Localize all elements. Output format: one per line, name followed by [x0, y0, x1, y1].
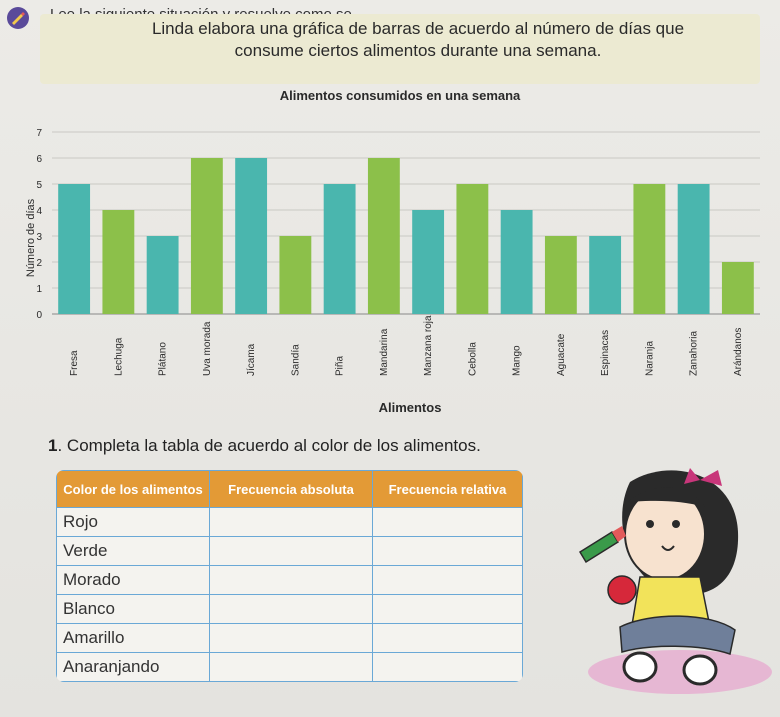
category-label: Fresa: [69, 350, 80, 376]
y-tick-label: 5: [36, 180, 42, 191]
bars: [58, 158, 754, 314]
y-tick-label: 3: [36, 232, 42, 243]
category-label: Jícama: [246, 343, 257, 376]
bar: [323, 184, 356, 314]
row-label: Rojo: [56, 507, 210, 537]
chart-title: Alimentos consumidos en una semana: [280, 88, 521, 103]
bar: [500, 210, 533, 314]
absolute-cell[interactable]: [209, 507, 373, 537]
frequency-table: Color de los alimentos Frecuencia absolu…: [56, 470, 523, 682]
question-1: 1. Completa la tabla de acuerdo al color…: [48, 436, 481, 455]
bar: [58, 184, 91, 314]
y-tick-label: 7: [36, 128, 42, 139]
relative-cell[interactable]: [372, 565, 523, 595]
table-row: Verde: [56, 536, 523, 566]
category-label: Naranja: [644, 341, 655, 376]
absolute-cell[interactable]: [209, 652, 373, 682]
bar-chart: Alimentos consumidos en una semana Númer…: [25, 88, 760, 415]
header-color: Color de los alimentos: [56, 470, 210, 508]
absolute-cell[interactable]: [209, 536, 373, 566]
y-tick-label: 0: [36, 310, 42, 321]
category-label: Arándanos: [733, 328, 744, 376]
relative-cell[interactable]: [372, 652, 523, 682]
category-label: Sandía: [290, 344, 301, 376]
category-label: Cebolla: [467, 342, 478, 376]
category-label: Mango: [512, 345, 523, 376]
category-label: Piña: [335, 356, 346, 376]
header-absolute-frequency: Frecuencia absoluta: [209, 470, 373, 508]
table-header-row: Color de los alimentos Frecuencia absolu…: [56, 470, 523, 508]
girl-illustration: [578, 468, 772, 694]
header-relative-frequency: Frecuencia relativa: [372, 470, 523, 508]
intro-box: [40, 14, 760, 84]
row-label: Blanco: [56, 594, 210, 624]
table-row: Rojo: [56, 507, 523, 537]
category-labels: Fresa Lechuga Plátano Uva morada Jícama Sandí…: [69, 315, 744, 376]
row-label: Verde: [56, 536, 210, 566]
bar: [544, 236, 577, 314]
question-text: Completa la tabla de acuerdo al color de…: [66, 436, 481, 455]
y-tick-label: 1: [36, 284, 42, 295]
relative-cell[interactable]: [372, 623, 523, 653]
bar: [367, 158, 400, 314]
category-label: Lechuga: [113, 337, 124, 376]
bar: [146, 236, 179, 314]
absolute-cell[interactable]: [209, 623, 373, 653]
y-ticks: 0 1 2 3 4 5 6 7: [36, 128, 42, 321]
bar: [102, 210, 135, 314]
bar: [235, 158, 268, 314]
bar: [721, 262, 754, 314]
y-axis-label: Número de días: [25, 198, 37, 277]
intro-text: Linda elabora una gráfica de barras de a…: [151, 19, 685, 60]
relative-cell[interactable]: [372, 507, 523, 537]
question-number: 1: [48, 436, 58, 455]
y-tick-label: 6: [36, 154, 42, 165]
absolute-cell[interactable]: [209, 594, 373, 624]
table-row: Morado: [56, 565, 523, 595]
x-axis-label: Alimentos: [379, 400, 442, 415]
bar: [190, 158, 223, 314]
y-tick-label: 4: [36, 206, 42, 217]
category-label: Manzana roja: [423, 315, 434, 376]
category-label: Uva morada: [202, 321, 213, 376]
row-label: Anaranjando: [56, 652, 210, 682]
relative-cell[interactable]: [372, 536, 523, 566]
category-label: Plátano: [158, 342, 169, 376]
bar: [456, 184, 489, 314]
bar: [412, 210, 445, 314]
pencil-icon: [7, 7, 29, 29]
category-label: Zanahoria: [689, 331, 700, 376]
row-label: Morado: [56, 565, 210, 595]
absolute-cell[interactable]: [209, 565, 373, 595]
y-tick-label: 2: [36, 258, 42, 269]
category-label: Mandarina: [379, 328, 390, 376]
bar: [677, 184, 710, 314]
table-row: Blanco: [56, 594, 523, 624]
row-label: Amarillo: [56, 623, 210, 653]
category-label: Espinacas: [600, 330, 611, 376]
bar: [279, 236, 312, 314]
bar: [633, 184, 666, 314]
bar: [589, 236, 622, 314]
relative-cell[interactable]: [372, 594, 523, 624]
category-label: Aguacate: [556, 333, 567, 376]
table-row: Amarillo: [56, 623, 523, 653]
table-row: Anaranjando: [56, 652, 523, 682]
